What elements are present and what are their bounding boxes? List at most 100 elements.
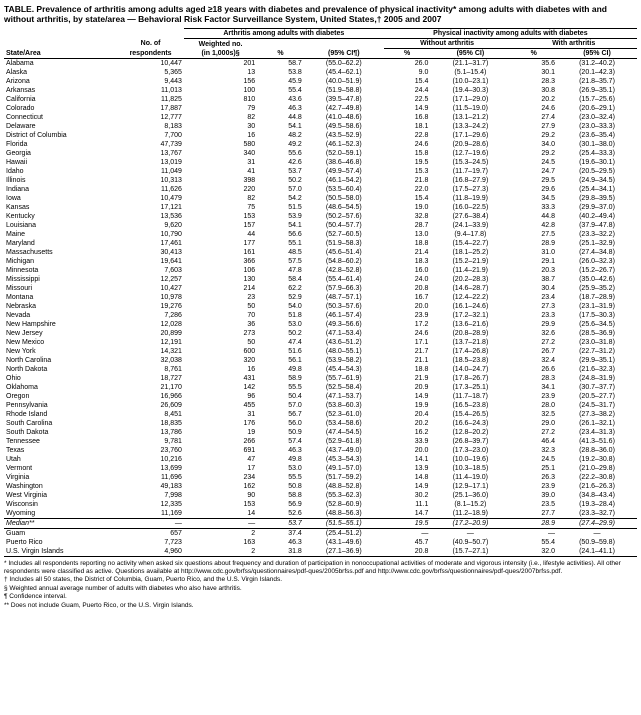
value-cell: 12,335 bbox=[117, 500, 184, 509]
value-cell: (20.1–42.3) bbox=[557, 68, 637, 77]
value-cell: 33.3 bbox=[510, 203, 557, 212]
value-cell: 24.6 bbox=[510, 104, 557, 113]
value-cell: 20.3 bbox=[510, 266, 557, 275]
table-row: Rhode Island8,4513156.7(52.3–61.0)20.4(1… bbox=[4, 410, 637, 419]
value-cell: (20.2–28.3) bbox=[430, 275, 510, 284]
state-cell: Arkansas bbox=[4, 86, 117, 95]
value-cell: (40.9–50.7) bbox=[430, 538, 510, 547]
table-row: Nebraska19,2765054.0(50.3–57.6)20.0(16.1… bbox=[4, 302, 637, 311]
value-cell: 26,609 bbox=[117, 401, 184, 410]
value-cell: 23.9 bbox=[510, 392, 557, 401]
value-cell: (25.1–36.0) bbox=[430, 491, 510, 500]
value-cell: 27.5 bbox=[510, 230, 557, 239]
value-cell: (19.4–30.3) bbox=[430, 86, 510, 95]
table-row: Louisiana9,62015754.1(50.4–57.7)28.7(24.… bbox=[4, 221, 637, 230]
value-cell: (10.0–23.1) bbox=[430, 77, 510, 86]
table-row: Alabama10,44720158.7(55.0–62.2)26.0(21.1… bbox=[4, 59, 637, 69]
value-cell: (38.6–46.8) bbox=[304, 158, 384, 167]
value-cell: (23.0–32.4) bbox=[557, 113, 637, 122]
footnote: ** Does not include Guam, Puerto Rico, o… bbox=[4, 602, 637, 609]
value-cell: 47,739 bbox=[117, 140, 184, 149]
value-cell: 41 bbox=[184, 167, 257, 176]
value-cell: (23.3–32.2) bbox=[557, 230, 637, 239]
value-cell: 17,887 bbox=[117, 104, 184, 113]
value-cell: 12,028 bbox=[117, 320, 184, 329]
state-cell: Wyoming bbox=[4, 509, 117, 519]
value-cell: 22.5 bbox=[384, 95, 431, 104]
table-row: U.S. Virgin Islands4,960231.8(27.1–36.9)… bbox=[4, 547, 637, 557]
value-cell: (23.1–31.9) bbox=[557, 302, 637, 311]
state-cell: Guam bbox=[4, 529, 117, 539]
state-cell: Ohio bbox=[4, 374, 117, 383]
value-cell: (53.9–58.2) bbox=[304, 356, 384, 365]
footnotes: * Includes all respondents reporting no … bbox=[4, 560, 637, 609]
value-cell: 14 bbox=[184, 509, 257, 519]
table-row: Arizona9,44315645.9(40.0–51.9)15.4(10.0–… bbox=[4, 77, 637, 86]
value-cell: (25.1–32.9) bbox=[557, 239, 637, 248]
value-cell: 177 bbox=[184, 239, 257, 248]
value-cell: 15.4 bbox=[384, 194, 431, 203]
value-cell: 57.4 bbox=[257, 437, 304, 446]
value-cell: 153 bbox=[184, 212, 257, 221]
value-cell: 17,461 bbox=[117, 239, 184, 248]
hdr-state: State/Area bbox=[4, 49, 117, 59]
value-cell: (15.2–21.9) bbox=[430, 257, 510, 266]
value-cell: (28.5–36.9) bbox=[557, 329, 637, 338]
value-cell: (29.9–37.0) bbox=[557, 203, 637, 212]
value-cell: 50.9 bbox=[257, 428, 304, 437]
value-cell: 13,536 bbox=[117, 212, 184, 221]
state-cell: South Carolina bbox=[4, 419, 117, 428]
table-row: Hawaii13,0193142.6(38.6–46.8)19.5(15.3–2… bbox=[4, 158, 637, 167]
value-cell: 7,603 bbox=[117, 266, 184, 275]
state-cell: New York bbox=[4, 347, 117, 356]
table-row: Arkansas11,01310055.4(51.9–58.8)24.4(19.… bbox=[4, 86, 637, 95]
value-cell: (22.2–30.8) bbox=[557, 473, 637, 482]
value-cell: 82 bbox=[184, 194, 257, 203]
table-row: Wyoming11,1691452.6(48.8–56.3)14.7(11.2–… bbox=[4, 509, 637, 519]
value-cell: 10,216 bbox=[117, 455, 184, 464]
table-row: Michigan19,64136657.5(54.8–60.2)18.3(15.… bbox=[4, 257, 637, 266]
value-cell: 53.7 bbox=[257, 167, 304, 176]
value-cell: (11.4–21.9) bbox=[430, 266, 510, 275]
state-cell: Georgia bbox=[4, 149, 117, 158]
value-cell: 32.4 bbox=[510, 356, 557, 365]
value-cell: (47.1–53.7) bbox=[304, 392, 384, 401]
value-cell: 53.0 bbox=[257, 464, 304, 473]
value-cell: 8,183 bbox=[117, 122, 184, 131]
value-cell: 23.5 bbox=[510, 500, 557, 509]
table-row: Massachusetts30,41316148.5(45.6–51.4)21.… bbox=[4, 248, 637, 257]
hdr-resp: respondents bbox=[117, 49, 184, 59]
state-cell: Michigan bbox=[4, 257, 117, 266]
value-cell: 13,699 bbox=[117, 464, 184, 473]
hdr-inactivity: Physical inactivity among adults with di… bbox=[384, 29, 637, 39]
value-cell: 27.3 bbox=[510, 302, 557, 311]
value-cell: 34.0 bbox=[510, 140, 557, 149]
hdr-pct1: % bbox=[257, 49, 304, 59]
value-cell: (49.3–56.6) bbox=[304, 320, 384, 329]
value-cell: (17.2–32.1) bbox=[430, 311, 510, 320]
state-cell: New Jersey bbox=[4, 329, 117, 338]
value-cell: 26.7 bbox=[510, 347, 557, 356]
value-cell: 162 bbox=[184, 482, 257, 491]
value-cell: 21.7 bbox=[384, 347, 431, 356]
value-cell: (24.1–33.9) bbox=[430, 221, 510, 230]
value-cell: 14.9 bbox=[384, 392, 431, 401]
value-cell: 28.7 bbox=[384, 221, 431, 230]
value-cell: 20.4 bbox=[384, 410, 431, 419]
table-row: New York14,32160051.6(48.0–55.1)21.7(17.… bbox=[4, 347, 637, 356]
value-cell: 320 bbox=[184, 356, 257, 365]
state-cell: Kansas bbox=[4, 203, 117, 212]
state-cell: Illinois bbox=[4, 176, 117, 185]
value-cell: 810 bbox=[184, 95, 257, 104]
value-cell: 153 bbox=[184, 500, 257, 509]
footnote: § Weighted annual average number of adul… bbox=[4, 585, 637, 592]
state-cell: Kentucky bbox=[4, 212, 117, 221]
value-cell: 51.5 bbox=[257, 203, 304, 212]
state-cell: Delaware bbox=[4, 122, 117, 131]
value-cell: 11,825 bbox=[117, 95, 184, 104]
value-cell: (15.3–24.5) bbox=[430, 158, 510, 167]
value-cell: (19.2–30.8) bbox=[557, 455, 637, 464]
state-cell: Idaho bbox=[4, 167, 117, 176]
value-cell: 46.4 bbox=[510, 437, 557, 446]
value-cell: 24.6 bbox=[384, 329, 431, 338]
